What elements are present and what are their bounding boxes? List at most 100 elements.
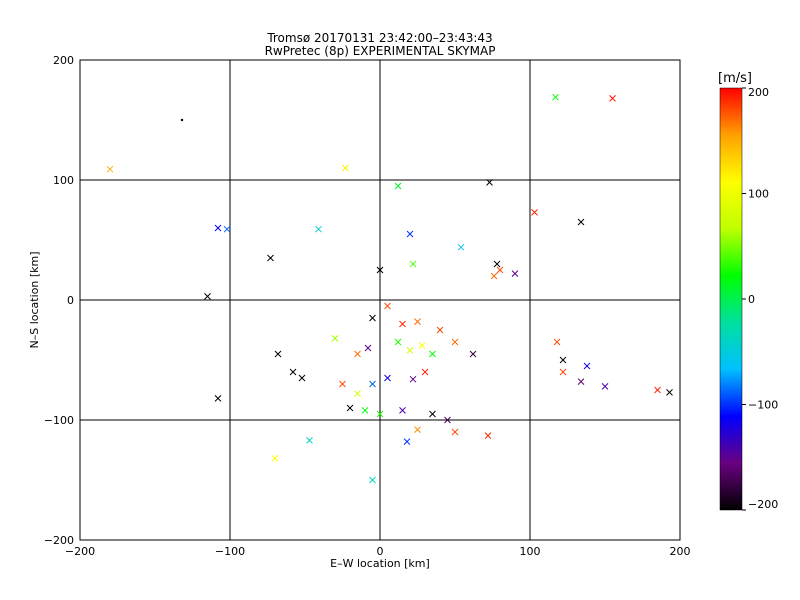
- data-point-x: [484, 432, 492, 439]
- data-point-x: [654, 386, 661, 394]
- colorbar: [m/s] 200 100 0 −100 −200: [718, 71, 778, 511]
- data-point-x: [444, 416, 451, 424]
- data-point-x: [406, 347, 414, 354]
- chart-subtitle: RwPretec (8p) EXPERIMENTAL SKYMAP: [265, 44, 496, 58]
- data-point-x: [451, 338, 459, 346]
- chart-title: Tromsø 20170131 23:42:00–23:43:43: [266, 31, 492, 45]
- data-point-x: [106, 165, 114, 173]
- data-point-x-stroke: [399, 407, 406, 414]
- data-point-x: [559, 368, 567, 376]
- data-point-x-stroke: [342, 164, 349, 172]
- data-point-x-stroke: [469, 350, 477, 358]
- data-point-x-stroke: [369, 314, 376, 322]
- data-point-x: [331, 335, 339, 342]
- data-point-x: [577, 378, 585, 385]
- data-point-x: [609, 95, 616, 102]
- data-point-x: [436, 326, 444, 334]
- data-point-x-stroke: [403, 438, 411, 445]
- data-point-x-stroke: [414, 426, 421, 433]
- x-tick-label: 100: [520, 545, 541, 558]
- data-point-x-stroke: [429, 350, 436, 358]
- data-point-x: [384, 374, 391, 382]
- y-ticks: −200 −100 0 100 200: [44, 54, 74, 547]
- y-tick-label: −100: [44, 414, 74, 427]
- data-point-x-stroke: [394, 338, 402, 346]
- data-point-x-stroke: [409, 375, 417, 383]
- data-point-x: [583, 362, 591, 370]
- data-point-x: [577, 218, 585, 226]
- data-point-x-stroke: [418, 342, 426, 349]
- data-point-x-stroke: [583, 362, 591, 370]
- data-point-x-stroke: [457, 243, 465, 251]
- data-point-x-stroke: [346, 404, 354, 412]
- data-point-x-stroke: [267, 254, 274, 262]
- data-point-x-stroke: [577, 378, 585, 385]
- data-point-x-stroke: [306, 437, 313, 444]
- data-point-x: [394, 182, 402, 190]
- data-point-x: [204, 293, 211, 300]
- data-point-x: [493, 260, 501, 268]
- data-point-x: [369, 380, 376, 388]
- data-point-x-stroke: [339, 380, 346, 388]
- data-point-x: [342, 164, 349, 172]
- data-point-x-stroke: [490, 272, 498, 280]
- data-point-x-stroke: [429, 410, 436, 418]
- data-point-x-stroke: [436, 326, 444, 334]
- data-point-x-stroke: [421, 368, 429, 376]
- data-point-x-stroke: [559, 368, 567, 376]
- data-point-x-stroke: [451, 428, 459, 436]
- data-point-x: [346, 404, 354, 412]
- data-point-x-stroke: [409, 260, 417, 268]
- data-point-x-stroke: [369, 476, 376, 484]
- data-point-x: [274, 350, 282, 358]
- data-points: [106, 93, 673, 484]
- data-point-x: [418, 342, 426, 349]
- y-tick-label: 200: [53, 54, 74, 67]
- colorbar-tick-label: 0: [748, 293, 755, 306]
- data-point-x: [267, 254, 274, 262]
- data-point-x: [511, 270, 519, 277]
- data-point-x: [399, 320, 406, 328]
- data-point-x-stroke: [315, 225, 322, 233]
- colorbar-tick-label: −200: [748, 498, 778, 511]
- data-point-x-stroke: [394, 182, 402, 190]
- data-point-x: [403, 438, 411, 445]
- data-point-x: [414, 426, 421, 433]
- data-point-x: [469, 350, 477, 358]
- data-point-x-stroke: [364, 344, 372, 352]
- x-ticks: −200 −100 0 100 200: [65, 545, 691, 558]
- data-point-x-stroke: [384, 374, 391, 382]
- data-point-x: [490, 272, 498, 280]
- data-point-x-stroke: [451, 338, 459, 346]
- data-point-x: [384, 302, 391, 310]
- data-point-x: [486, 179, 493, 186]
- y-tick-label: 0: [67, 294, 74, 307]
- data-point-x: [451, 428, 459, 436]
- x-tick-label: 200: [670, 545, 691, 558]
- data-point-x: [421, 368, 429, 376]
- colorbar-tick-label: 100: [748, 188, 769, 201]
- data-point-x: [457, 243, 465, 251]
- data-point-x-stroke: [609, 95, 616, 102]
- data-point-x: [354, 350, 361, 358]
- colorbar-tick-label: 200: [748, 86, 769, 99]
- data-point-x: [399, 407, 406, 414]
- data-point-x-stroke: [106, 165, 114, 173]
- data-point-x: [354, 390, 361, 397]
- data-point-x: [414, 318, 421, 325]
- data-point-x: [339, 380, 346, 388]
- data-point-x-stroke: [553, 338, 561, 346]
- data-point-x-stroke: [331, 335, 339, 342]
- data-point-x-stroke: [204, 293, 211, 300]
- data-point-x-stroke: [298, 374, 306, 382]
- colorbar-gradient: [719, 87, 743, 511]
- x-axis-label: E–W location [km]: [330, 557, 430, 570]
- data-point-x: [364, 344, 372, 352]
- data-point-x-stroke: [601, 383, 609, 390]
- data-point-x: [376, 410, 384, 418]
- data-point-x-stroke: [654, 386, 661, 394]
- y-tick-label: −200: [44, 534, 74, 547]
- data-point-x: [406, 230, 414, 238]
- x-tick-label: −100: [215, 545, 245, 558]
